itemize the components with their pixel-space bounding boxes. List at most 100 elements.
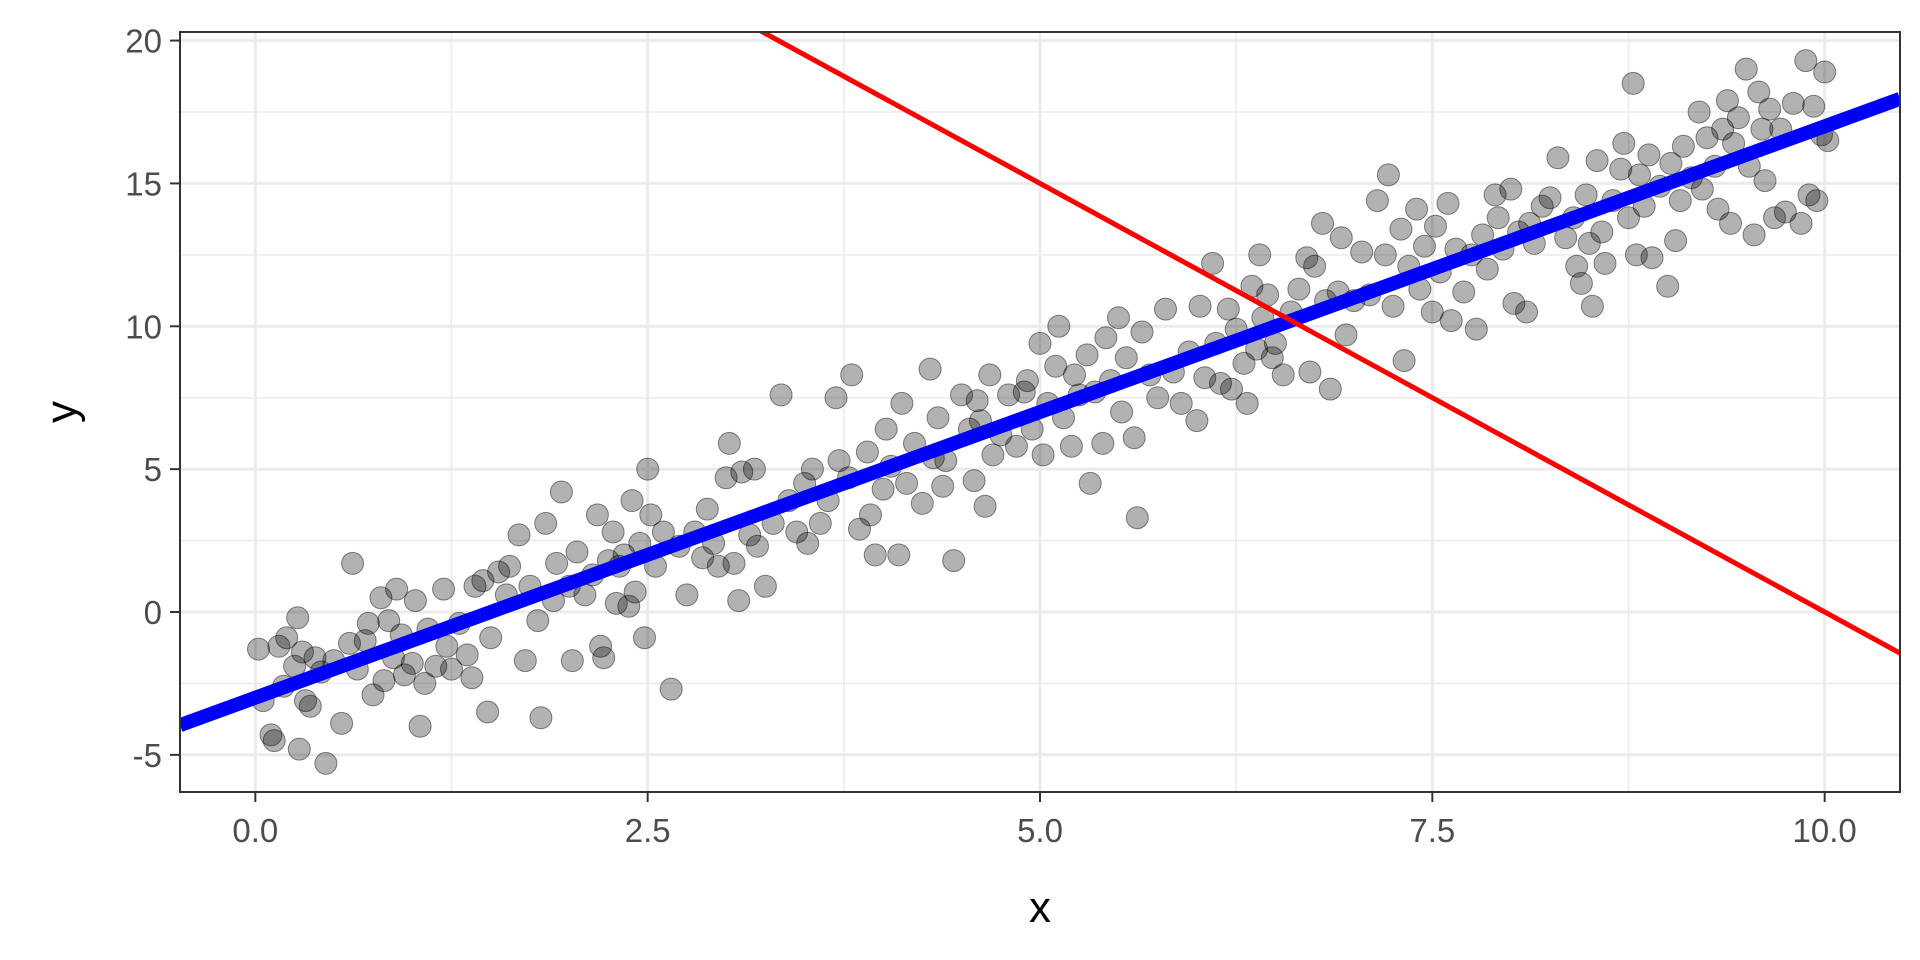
data-point (1565, 254, 1589, 278)
data-point (1216, 297, 1240, 321)
data-point (1763, 206, 1786, 230)
data-point (796, 531, 820, 555)
data-point (1031, 443, 1055, 467)
data-point (1711, 117, 1735, 141)
data-point (887, 543, 911, 567)
data-point (585, 503, 609, 527)
data-point (910, 491, 934, 515)
data-point (440, 657, 463, 681)
data-point (1220, 377, 1243, 401)
data-point (1271, 363, 1295, 387)
data-point (997, 383, 1021, 407)
data-point (1413, 234, 1436, 258)
data-point (1802, 94, 1826, 118)
data-point (1687, 100, 1711, 124)
y-tick-label: 10 (125, 308, 162, 345)
data-point (487, 560, 511, 584)
data-point (1232, 351, 1256, 375)
data-point (633, 626, 656, 650)
data-point (1318, 377, 1342, 401)
axis-tick-labels: 0.0 2.5 5.0 7.5 10.0 -5 0 5 10 15 20 (125, 23, 1857, 849)
data-point (534, 511, 558, 535)
data-point (1659, 151, 1683, 175)
data-point (1075, 343, 1099, 367)
data-point (1668, 189, 1692, 213)
data-point (1499, 177, 1523, 201)
data-point (565, 540, 589, 564)
data-point (1094, 326, 1118, 350)
data-point (1574, 183, 1598, 207)
data-point (785, 520, 809, 544)
data-point (1797, 183, 1821, 207)
data-point (1059, 434, 1083, 458)
data-point (1146, 386, 1170, 410)
data-point (623, 580, 647, 604)
data-point (1690, 177, 1714, 201)
data-point (1577, 231, 1601, 255)
data-point (965, 389, 989, 413)
data-point (942, 549, 966, 573)
data-point (1311, 211, 1334, 235)
data-point (1813, 60, 1837, 84)
x-tick-label: 0.0 (232, 812, 278, 849)
data-point (918, 357, 942, 381)
data-point (498, 554, 522, 578)
data-point (1742, 223, 1766, 247)
data-point (617, 594, 641, 618)
data-point (1303, 254, 1327, 278)
data-point (742, 457, 766, 481)
data-point (262, 729, 286, 753)
data-point (863, 543, 887, 567)
data-point (1590, 220, 1614, 244)
x-tick-label: 7.5 (1409, 812, 1455, 849)
data-point (1612, 131, 1636, 155)
data-point (1656, 274, 1680, 298)
data-point (1452, 280, 1476, 304)
data-point (267, 634, 291, 658)
data-point (1012, 380, 1036, 404)
data-point (1624, 243, 1648, 267)
data-point (1726, 106, 1750, 130)
data-point (1298, 360, 1322, 384)
data-point (1044, 354, 1068, 378)
data-point (601, 520, 625, 544)
data-point (507, 523, 531, 547)
data-point (675, 583, 699, 607)
data-point (1515, 300, 1538, 324)
data-point (1609, 157, 1633, 181)
data-point (855, 440, 879, 464)
data-point (592, 646, 616, 670)
data-point (717, 431, 741, 455)
data-point (1546, 146, 1570, 170)
data-point (385, 577, 409, 601)
data-point (962, 469, 986, 493)
data-point (290, 640, 314, 664)
data-point (753, 574, 777, 598)
data-point (1805, 189, 1829, 213)
data-point (1773, 200, 1797, 224)
x-tick-label: 5.0 (1017, 812, 1063, 849)
data-point (1789, 211, 1813, 235)
data-point (413, 671, 437, 695)
data-point (840, 363, 864, 387)
data-point (730, 460, 754, 484)
data-point (604, 591, 628, 615)
data-point (1047, 314, 1071, 338)
data-point (1078, 471, 1102, 495)
data-point (895, 471, 919, 495)
data-point (1464, 317, 1488, 341)
data-point (1193, 366, 1217, 390)
data-point (338, 631, 361, 655)
data-point (432, 577, 456, 601)
data-point (695, 497, 719, 521)
data-point (1617, 206, 1640, 230)
data-point (1695, 126, 1719, 150)
x-axis-title: x (1029, 883, 1051, 932)
data-point (1365, 189, 1389, 213)
data-point (1114, 346, 1138, 370)
data-point (1154, 297, 1177, 321)
data-point (727, 589, 751, 613)
data-point (981, 443, 1005, 467)
data-point (1350, 240, 1374, 264)
